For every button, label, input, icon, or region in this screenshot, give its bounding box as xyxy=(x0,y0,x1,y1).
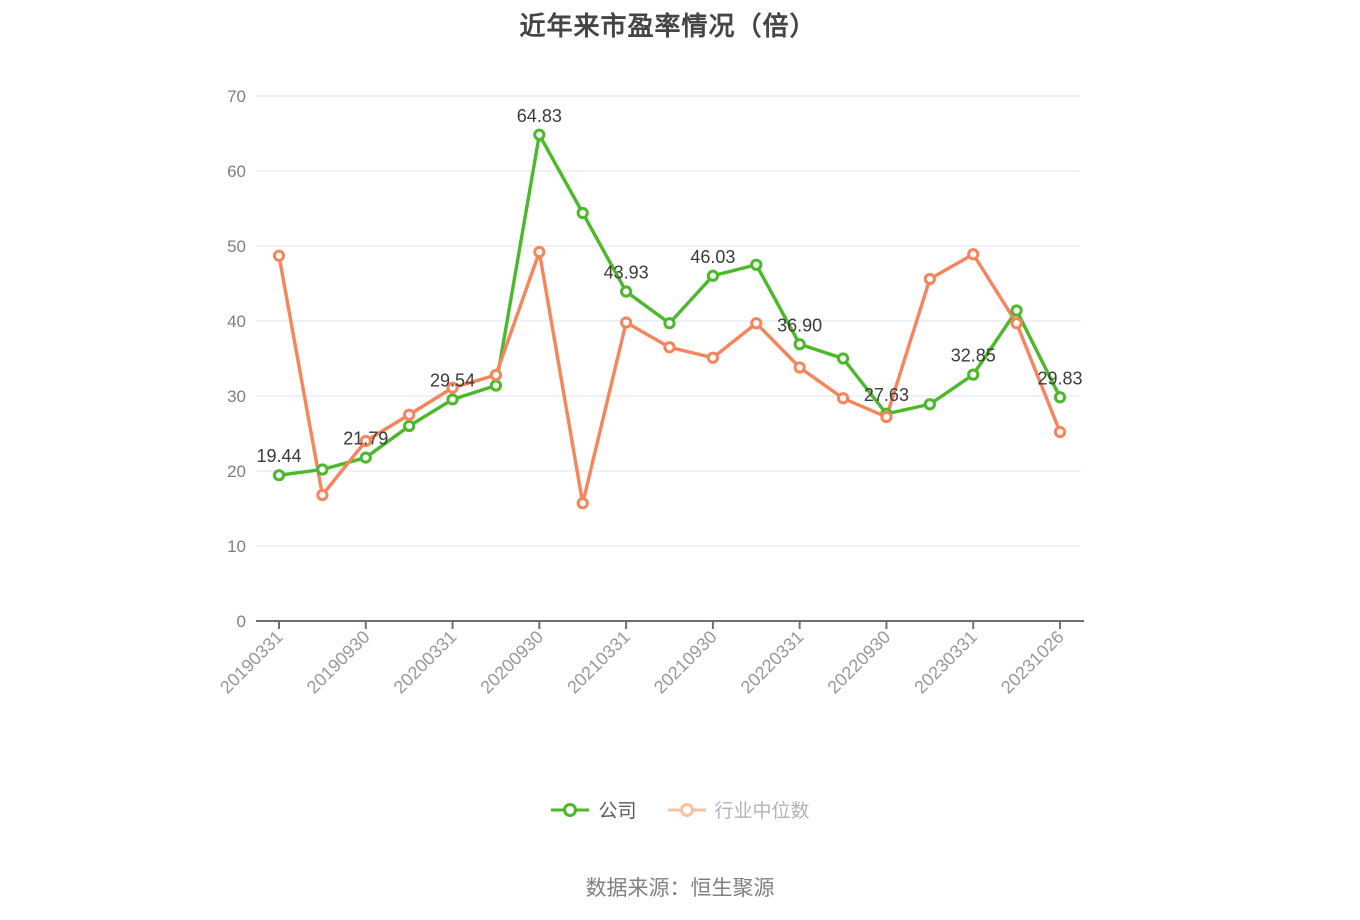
y-axis-label-70: 70 xyxy=(227,87,246,106)
data-point-company-20190630 xyxy=(316,463,329,476)
data-point-industry-median-20230630 xyxy=(1010,317,1023,330)
data-point-company-20210930 xyxy=(706,269,719,282)
data-point-company-20200331 xyxy=(446,393,459,406)
x-axis-label-20231026: 20231026 xyxy=(997,627,1068,698)
y-axis-label-50: 50 xyxy=(227,237,246,256)
data-point-industry-median-20200331 xyxy=(446,381,459,394)
point-label-company-20210331: 43.93 xyxy=(604,263,649,283)
data-point-industry-median-20220630 xyxy=(836,392,850,405)
x-axis-label-20190930: 20190930 xyxy=(303,627,374,698)
x-axis-label-20190331: 20190331 xyxy=(216,627,287,698)
data-point-industry-median-20191231 xyxy=(403,408,416,421)
x-axis-label-20220331: 20220331 xyxy=(737,627,808,698)
data-point-industry-median-20231026 xyxy=(1053,425,1067,439)
data-point-industry-median-20210630 xyxy=(663,341,676,354)
y-axis-label-60: 60 xyxy=(227,162,246,181)
data-point-company-20210630 xyxy=(663,317,676,330)
legend-item-industry-median[interactable]: 行业中位数 xyxy=(667,796,810,823)
data-point-industry-median-20210331 xyxy=(620,316,633,329)
chart-title: 近年来市盈率情况（倍） xyxy=(519,11,817,41)
industry-median-line-marker-icon xyxy=(667,802,706,817)
data-point-company-20230331 xyxy=(967,368,980,381)
point-label-company-20230331: 32.85 xyxy=(951,346,996,366)
point-label-company-20190331: 19.44 xyxy=(256,446,301,466)
data-point-industry-median-20220331 xyxy=(793,361,806,374)
data-point-company-20191231 xyxy=(403,419,416,433)
data-point-company-20220630 xyxy=(836,352,850,365)
legend: 公司 行业中位数 xyxy=(0,796,1360,823)
legend-item-company[interactable]: 公司 xyxy=(550,796,637,823)
company-line-marker-icon xyxy=(551,802,590,817)
series-line-industry-median xyxy=(277,250,1062,505)
y-axis-label-30: 30 xyxy=(227,387,246,406)
y-axis-label-10: 10 xyxy=(227,537,246,556)
data-point-company-20220331 xyxy=(793,338,806,351)
point-label-company-20200331: 29.54 xyxy=(430,370,475,390)
x-axis-label-20230331: 20230331 xyxy=(910,627,981,698)
x-axis-label-20200331: 20200331 xyxy=(390,627,461,698)
data-point-industry-median-20210930 xyxy=(706,351,719,364)
data-point-industry-median-20190930 xyxy=(359,434,372,448)
data-point-company-20231026 xyxy=(1053,391,1067,404)
data-point-company-20221231 xyxy=(923,398,936,411)
data-point-industry-median-20190331 xyxy=(272,249,286,262)
data-point-industry-median-20211231 xyxy=(750,317,763,330)
point-label-company-20210930: 46.03 xyxy=(690,247,735,267)
data-point-company-20190331 xyxy=(272,469,286,482)
point-label-company-20231026: 29.83 xyxy=(1037,368,1082,388)
x-axis-label-20210930: 20210930 xyxy=(650,627,721,698)
data-point-industry-median-20201231 xyxy=(576,497,589,510)
data-point-industry-median-20221231 xyxy=(923,272,936,286)
data-point-company-20210331 xyxy=(620,285,633,298)
y-axis-label-40: 40 xyxy=(227,312,246,331)
data-source: 数据来源：恒生聚源 xyxy=(585,877,775,900)
data-point-company-20201231 xyxy=(576,206,589,220)
point-label-company-20200930: 64.83 xyxy=(517,106,562,126)
point-label-company-20220331: 36.90 xyxy=(777,315,822,335)
data-point-industry-median-20200630 xyxy=(489,368,503,382)
data-point-company-20190930 xyxy=(359,451,372,464)
legend-label-company: 公司 xyxy=(598,801,637,822)
data-point-company-20200630 xyxy=(489,379,503,392)
data-point-industry-median-20200930 xyxy=(533,245,546,259)
data-point-industry-median-20190630 xyxy=(316,488,329,502)
legend-label-industry-median: 行业中位数 xyxy=(714,801,810,822)
data-point-industry-median-20230331 xyxy=(967,248,980,261)
data-point-industry-median-20220930 xyxy=(880,410,893,424)
point-label-company-20190930: 21.79 xyxy=(343,429,388,449)
point-label-company-20220930: 27.63 xyxy=(864,385,909,405)
y-axis-label-0: 0 xyxy=(237,612,246,631)
y-axis-label-20: 20 xyxy=(227,462,246,481)
x-axis-label-20220930: 20220930 xyxy=(823,627,894,698)
data-point-company-20230630 xyxy=(1010,304,1023,317)
data-point-company-20200930 xyxy=(533,128,546,141)
x-axis-label-20210331: 20210331 xyxy=(563,627,634,698)
x-axis-label-20200930: 20200930 xyxy=(476,627,547,698)
data-point-company-20211231 xyxy=(750,258,763,271)
